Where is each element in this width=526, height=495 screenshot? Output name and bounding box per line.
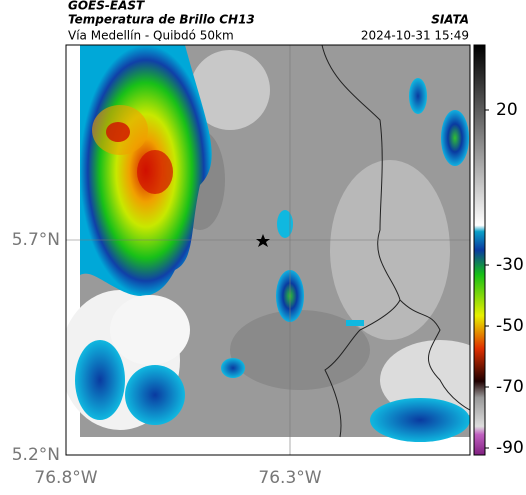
lat-label: 5.7°N [12, 230, 60, 250]
region: Vía Medellín - Quibdó 50km [68, 29, 234, 43]
lat-label: 5.2°N [12, 445, 60, 465]
colorbar-label: -50 [496, 316, 524, 336]
colorbar-ticks [485, 109, 489, 449]
map-image [66, 45, 470, 455]
colorbar [473, 44, 486, 456]
map-frame [65, 44, 471, 456]
timestamp: 2024-10-31 15:49 [361, 29, 469, 43]
source: GOES-EAST [68, 0, 145, 13]
product: Temperatura de Brillo CH13 [68, 13, 255, 27]
credit: SIATA [431, 13, 469, 27]
lon-label: 76.8°W [34, 468, 97, 488]
lon-label: 76.3°W [258, 468, 321, 488]
colorbar-label: -70 [496, 377, 524, 397]
colorbar-label: -90 [496, 438, 524, 458]
colorbar-label: 20 [496, 100, 518, 120]
colorbar-label: -30 [496, 255, 524, 275]
